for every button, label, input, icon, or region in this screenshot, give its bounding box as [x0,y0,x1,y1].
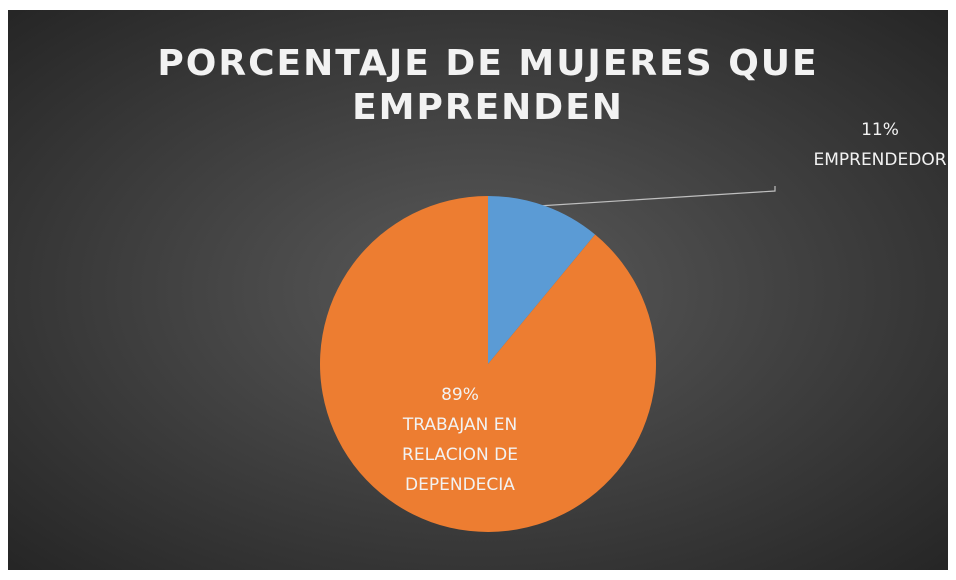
category-label: EMPRENDEDOR [813,150,947,170]
pie-slice [320,196,657,533]
category-label: TRABAJAN EN RELACION DE DEPENDECIA [402,415,518,495]
chart-title: PORCENTAJE DE MUJERES QUE EMPRENDEN [157,43,819,128]
pie [320,196,657,533]
leader-line [537,186,776,207]
pie-slice [488,196,596,364]
value-label: 11% [861,120,899,140]
value-label: 89% [441,385,479,405]
